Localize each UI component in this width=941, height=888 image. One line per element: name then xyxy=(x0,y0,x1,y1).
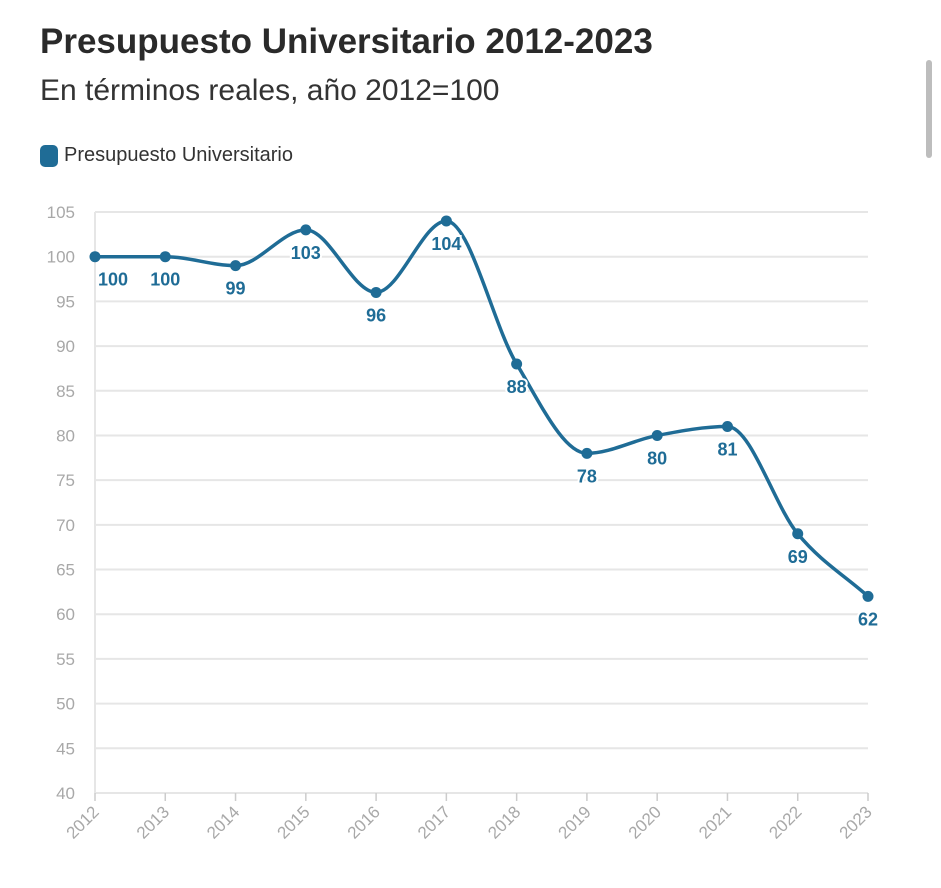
data-point[interactable] xyxy=(651,429,663,441)
y-tick-label: 40 xyxy=(56,784,75,803)
data-point[interactable] xyxy=(862,590,874,602)
data-label: 62 xyxy=(858,609,878,629)
legend-label: Presupuesto Universitario xyxy=(64,144,293,166)
data-label: 80 xyxy=(647,448,667,468)
data-point[interactable] xyxy=(511,358,523,370)
x-tick-label: 2016 xyxy=(344,802,384,842)
data-label: 104 xyxy=(431,234,461,254)
data-point[interactable] xyxy=(581,447,593,459)
x-tick-label: 2019 xyxy=(555,802,595,842)
y-tick-label: 75 xyxy=(56,471,75,490)
data-point[interactable] xyxy=(89,251,101,263)
data-label: 100 xyxy=(150,270,180,290)
data-point[interactable] xyxy=(370,286,382,298)
y-tick-label: 90 xyxy=(56,337,75,356)
y-tick-label: 95 xyxy=(56,292,75,311)
x-tick-label: 2023 xyxy=(836,802,876,842)
y-tick-label: 60 xyxy=(56,605,75,624)
x-tick-label: 2013 xyxy=(133,802,173,842)
data-point[interactable] xyxy=(159,251,171,263)
data-label: 69 xyxy=(788,547,808,567)
y-tick-label: 80 xyxy=(56,426,75,445)
y-tick-label: 65 xyxy=(56,561,75,580)
y-tick-label: 85 xyxy=(56,382,75,401)
data-label: 100 xyxy=(98,270,128,290)
y-tick-label: 105 xyxy=(47,203,75,222)
data-point[interactable] xyxy=(792,528,804,540)
data-label: 88 xyxy=(507,377,527,397)
legend-swatch xyxy=(40,144,58,167)
x-tick-label: 2017 xyxy=(414,802,454,842)
y-tick-label: 70 xyxy=(56,516,75,535)
chart-title: Presupuesto Universitario 2012-2023 xyxy=(40,22,653,61)
data-point[interactable] xyxy=(300,224,312,236)
chart-subtitle: En términos reales, año 2012=100 xyxy=(40,74,500,107)
data-label: 81 xyxy=(717,440,737,460)
data-label: 78 xyxy=(577,466,597,486)
legend[interactable]: Presupuesto Universitario xyxy=(40,144,293,167)
x-tick-label: 2021 xyxy=(695,802,735,842)
scrollbar-thumb[interactable] xyxy=(926,60,932,158)
data-label: 103 xyxy=(291,243,321,263)
x-tick-label: 2015 xyxy=(273,802,313,842)
x-tick-label: 2022 xyxy=(765,802,805,842)
x-tick-label: 2018 xyxy=(484,802,524,842)
y-tick-label: 50 xyxy=(56,695,75,714)
x-tick-label: 2012 xyxy=(63,802,103,842)
x-tick-label: 2014 xyxy=(203,802,243,842)
y-tick-label: 45 xyxy=(56,739,75,758)
series-line xyxy=(93,219,870,599)
data-point[interactable] xyxy=(230,260,242,272)
data-point[interactable] xyxy=(440,215,452,227)
data-label: 96 xyxy=(366,305,386,325)
data-label: 99 xyxy=(226,279,246,299)
data-point[interactable] xyxy=(721,421,733,433)
x-tick-label: 2020 xyxy=(625,802,665,842)
y-tick-label: 55 xyxy=(56,650,75,669)
y-tick-label: 100 xyxy=(47,248,75,267)
